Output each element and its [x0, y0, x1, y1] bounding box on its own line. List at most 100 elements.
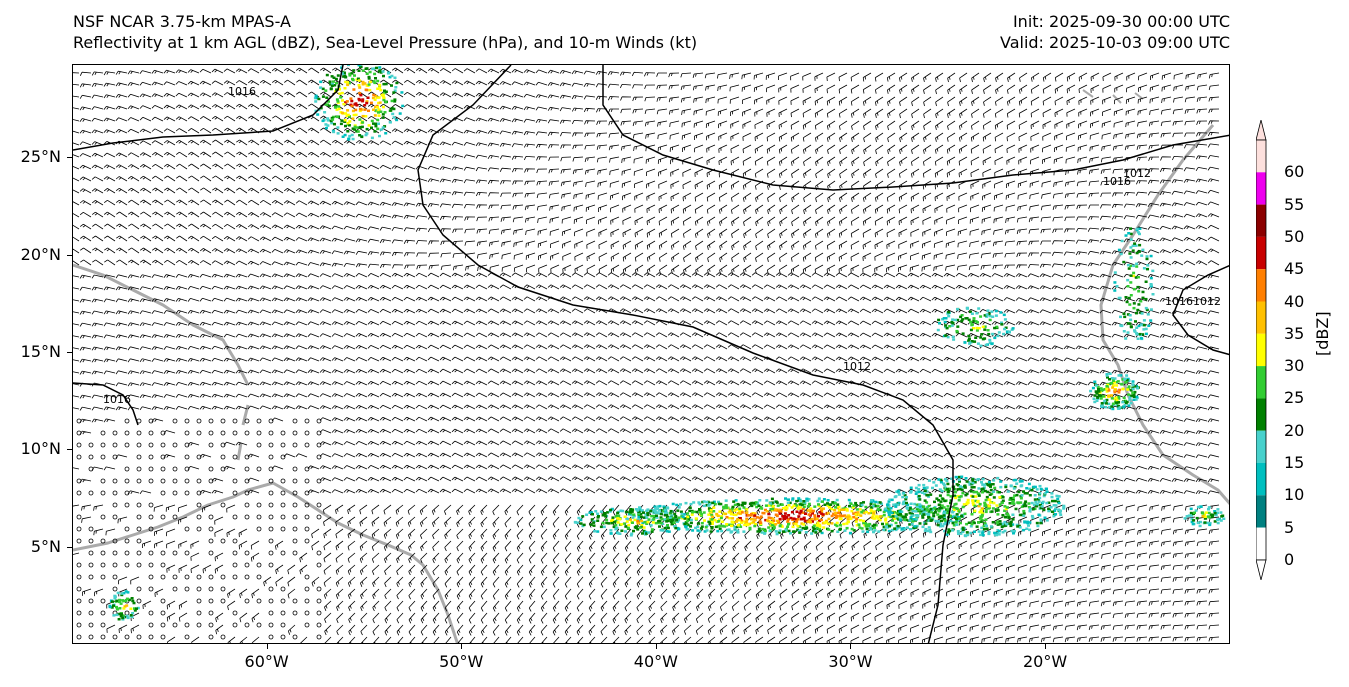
reflectivity-cell [624, 510, 628, 514]
calm-wind-marker [244, 562, 250, 568]
reflectivity-cell [329, 83, 333, 86]
reflectivity-cell [1023, 492, 1027, 495]
reflectivity-cell [1043, 516, 1047, 519]
reflectivity-cell [358, 134, 362, 137]
calm-wind-marker [88, 466, 94, 472]
reflectivity-cell [947, 528, 951, 531]
lon-label: 40°W [633, 652, 678, 671]
reflectivity-cell [351, 137, 355, 141]
reflectivity-cell [752, 501, 756, 505]
calm-wind-marker [292, 466, 298, 472]
reflectivity-cell [919, 512, 923, 515]
reflectivity-cell [118, 600, 121, 604]
reflectivity-cell [995, 325, 999, 329]
reflectivity-cell [989, 485, 992, 488]
reflectivity-cell [1149, 308, 1153, 311]
reflectivity-cell [955, 523, 959, 526]
reflectivity-cell [689, 518, 693, 522]
reflectivity-cell [979, 533, 983, 537]
reflectivity-cell [852, 512, 856, 515]
calm-wind-marker [208, 586, 214, 592]
reflectivity-cell [1207, 508, 1210, 511]
reflectivity-cell [650, 528, 654, 531]
reflectivity-cell [1022, 512, 1026, 515]
reflectivity-cell [813, 518, 817, 521]
reflectivity-cell [640, 524, 644, 527]
reflectivity-cell [667, 517, 671, 520]
reflectivity-cell [818, 528, 822, 531]
colorbar-extend-bottom [1256, 559, 1267, 580]
calm-wind-marker [280, 454, 286, 460]
reflectivity-cell [1027, 506, 1031, 509]
reflectivity-cell [777, 509, 781, 512]
reflectivity-cell [1127, 393, 1131, 396]
reflectivity-cell [339, 122, 343, 126]
reflectivity-cell [367, 83, 371, 86]
colorbar-tick-label: 20 [1284, 420, 1305, 440]
reflectivity-cell [1028, 487, 1032, 491]
reflectivity-cell [970, 340, 974, 343]
reflectivity-cell [984, 510, 988, 514]
colorbar-tick-label: 10 [1284, 485, 1305, 505]
reflectivity-cell [787, 529, 791, 533]
reflectivity-cell [340, 71, 344, 75]
reflectivity-cell [999, 480, 1003, 483]
reflectivity-cell [392, 107, 396, 111]
calm-wind-marker [208, 466, 214, 472]
reflectivity-cell [643, 516, 646, 519]
reflectivity-cell [356, 77, 360, 80]
calm-wind-marker [76, 418, 82, 424]
reflectivity-cell [374, 94, 378, 98]
calm-wind-marker [268, 466, 274, 472]
calm-wind-marker [76, 490, 82, 496]
reflectivity-cell [625, 517, 629, 520]
reflectivity-cell [932, 507, 936, 510]
reflectivity-cell [1190, 520, 1194, 524]
calm-wind-marker [292, 550, 298, 556]
reflectivity-cell [917, 487, 921, 491]
reflectivity-cell [1023, 521, 1027, 524]
reflectivity-cell [316, 113, 320, 116]
reflectivity-cell [1128, 398, 1132, 401]
reflectivity-cell [806, 520, 810, 524]
reflectivity-cell [835, 498, 839, 502]
reflectivity-cell [686, 523, 690, 526]
reflectivity-cell [725, 506, 729, 510]
reflectivity-cell [998, 503, 1002, 506]
reflectivity-cell [918, 498, 922, 501]
reflectivity-cell [939, 481, 943, 484]
reflectivity-cell [923, 529, 927, 532]
reflectivity-cell [943, 499, 947, 503]
reflectivity-cell [737, 519, 741, 522]
reflectivity-cell [998, 491, 1001, 494]
colorbar-tick-label: 25 [1284, 388, 1305, 408]
reflectivity-cell [342, 102, 346, 106]
reflectivity-cell [996, 513, 1000, 516]
reflectivity-cell [821, 500, 824, 503]
reflectivity-cell [111, 600, 114, 603]
reflectivity-cell [993, 486, 997, 490]
reflectivity-cell [1042, 508, 1046, 512]
reflectivity-cell [1100, 402, 1104, 405]
reflectivity-cell [1001, 496, 1005, 499]
reflectivity-cell [753, 524, 757, 528]
reflectivity-cell [774, 508, 777, 511]
reflectivity-cell [993, 326, 997, 330]
reflectivity-cell [1149, 276, 1153, 280]
reflectivity-cell [937, 510, 941, 513]
reflectivity-cell [1045, 501, 1049, 505]
reflectivity-cell [828, 506, 831, 509]
calm-wind-marker [124, 502, 130, 508]
reflectivity-cell [129, 614, 133, 617]
reflectivity-cell [865, 523, 869, 526]
colorbar-segment [1256, 269, 1266, 302]
reflectivity-cell [1129, 325, 1133, 328]
calm-wind-marker [196, 610, 202, 616]
reflectivity-cell [122, 599, 126, 603]
reflectivity-cell [1124, 399, 1127, 403]
calm-wind-marker [88, 538, 94, 544]
reflectivity-cell [835, 515, 839, 518]
reflectivity-cell [730, 507, 734, 510]
reflectivity-cell [771, 521, 775, 525]
reflectivity-cell [1128, 395, 1132, 399]
